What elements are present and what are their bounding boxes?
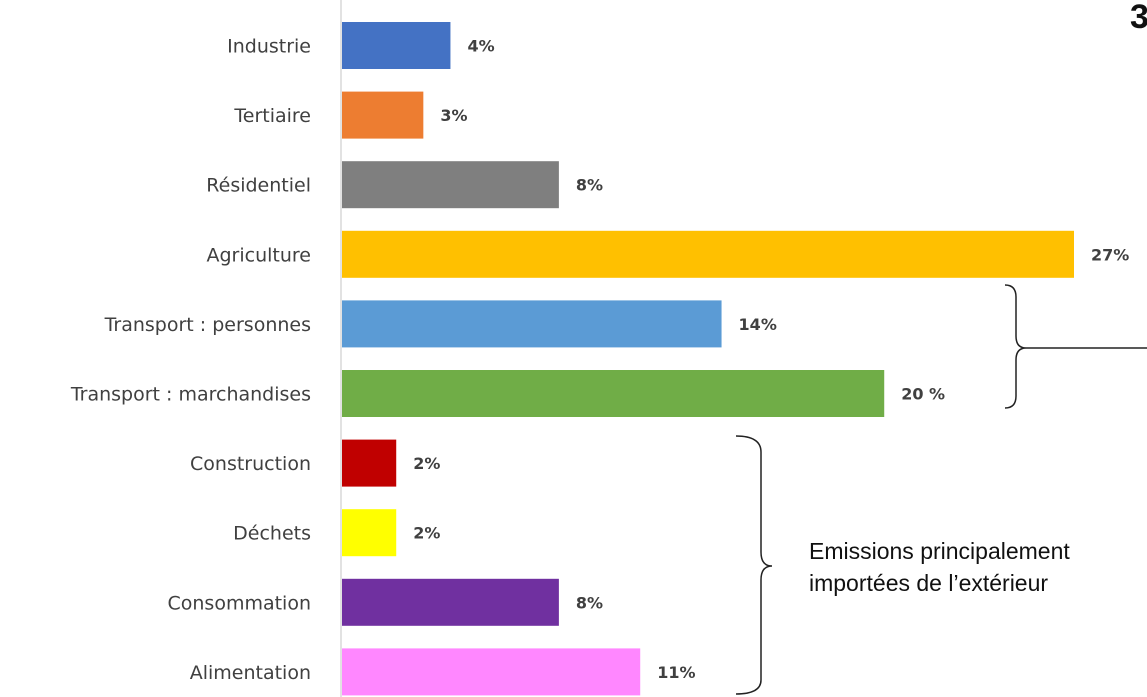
category-label-transport-marchandises: Transport : marchandises	[70, 384, 311, 406]
category-label-transport-personnes: Transport : personnes	[104, 314, 311, 336]
category-label-construction: Construction	[190, 453, 311, 475]
value-label-consommation: 8%	[576, 593, 603, 612]
bars-group	[342, 22, 1074, 696]
category-label-residentiel: Résidentiel	[206, 175, 311, 197]
value-label-tertiaire: 3%	[440, 106, 467, 125]
bar-industrie	[342, 22, 451, 69]
bar-consommation	[342, 578, 559, 626]
category-label-industrie: Industrie	[227, 36, 311, 58]
category-label-consommation: Consommation	[167, 592, 311, 614]
value-label-dechets: 2%	[413, 524, 440, 543]
category-label-agriculture: Agriculture	[207, 244, 312, 266]
imported-bracket	[735, 435, 773, 695]
bar-transport-marchandises	[342, 370, 885, 417]
value-label-agriculture: 27%	[1091, 245, 1129, 264]
imported-note-line2: importées de l’extérieur	[809, 570, 1048, 596]
bar-residentiel	[342, 161, 559, 209]
bar-alimentation	[342, 648, 641, 696]
value-label-industrie: 4%	[467, 37, 494, 56]
imported-note-line1: Emissions principalement	[809, 538, 1070, 564]
bar-tertiaire	[342, 91, 424, 139]
value-label-residentiel: 8%	[576, 176, 603, 195]
value-label-transport-marchandises: 20 %	[901, 385, 945, 404]
partial-corner-text: 3	[1130, 0, 1147, 36]
value-label-construction: 2%	[413, 454, 440, 473]
value-label-transport-personnes: 14%	[739, 315, 777, 334]
category-labels-group: Industrie Tertiaire Résidentiel Agriculture…	[70, 36, 311, 684]
bar-construction	[342, 439, 397, 487]
bar-transport-personnes	[342, 300, 722, 348]
category-label-tertiaire: Tertiaire	[233, 105, 311, 127]
value-label-alimentation: 11%	[657, 663, 695, 682]
bar-dechets	[342, 509, 397, 557]
bar-agriculture	[342, 230, 1074, 278]
category-label-alimentation: Alimentation	[190, 662, 311, 684]
category-label-dechets: Déchets	[233, 523, 311, 545]
transport-bracket	[1004, 284, 1027, 409]
value-labels-group: 4% 3% 8% 27% 14% 20 % 2% 2% 8% 11%	[413, 37, 1129, 682]
